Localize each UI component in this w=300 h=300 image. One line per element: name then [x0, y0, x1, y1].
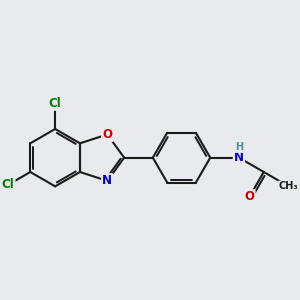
Text: N: N: [102, 174, 112, 188]
Text: N: N: [234, 151, 244, 164]
Text: H: H: [235, 142, 243, 152]
Text: O: O: [102, 128, 112, 141]
Text: CH₃: CH₃: [279, 182, 298, 191]
Text: O: O: [244, 190, 254, 203]
Text: Cl: Cl: [2, 178, 14, 191]
Text: Cl: Cl: [49, 97, 61, 110]
